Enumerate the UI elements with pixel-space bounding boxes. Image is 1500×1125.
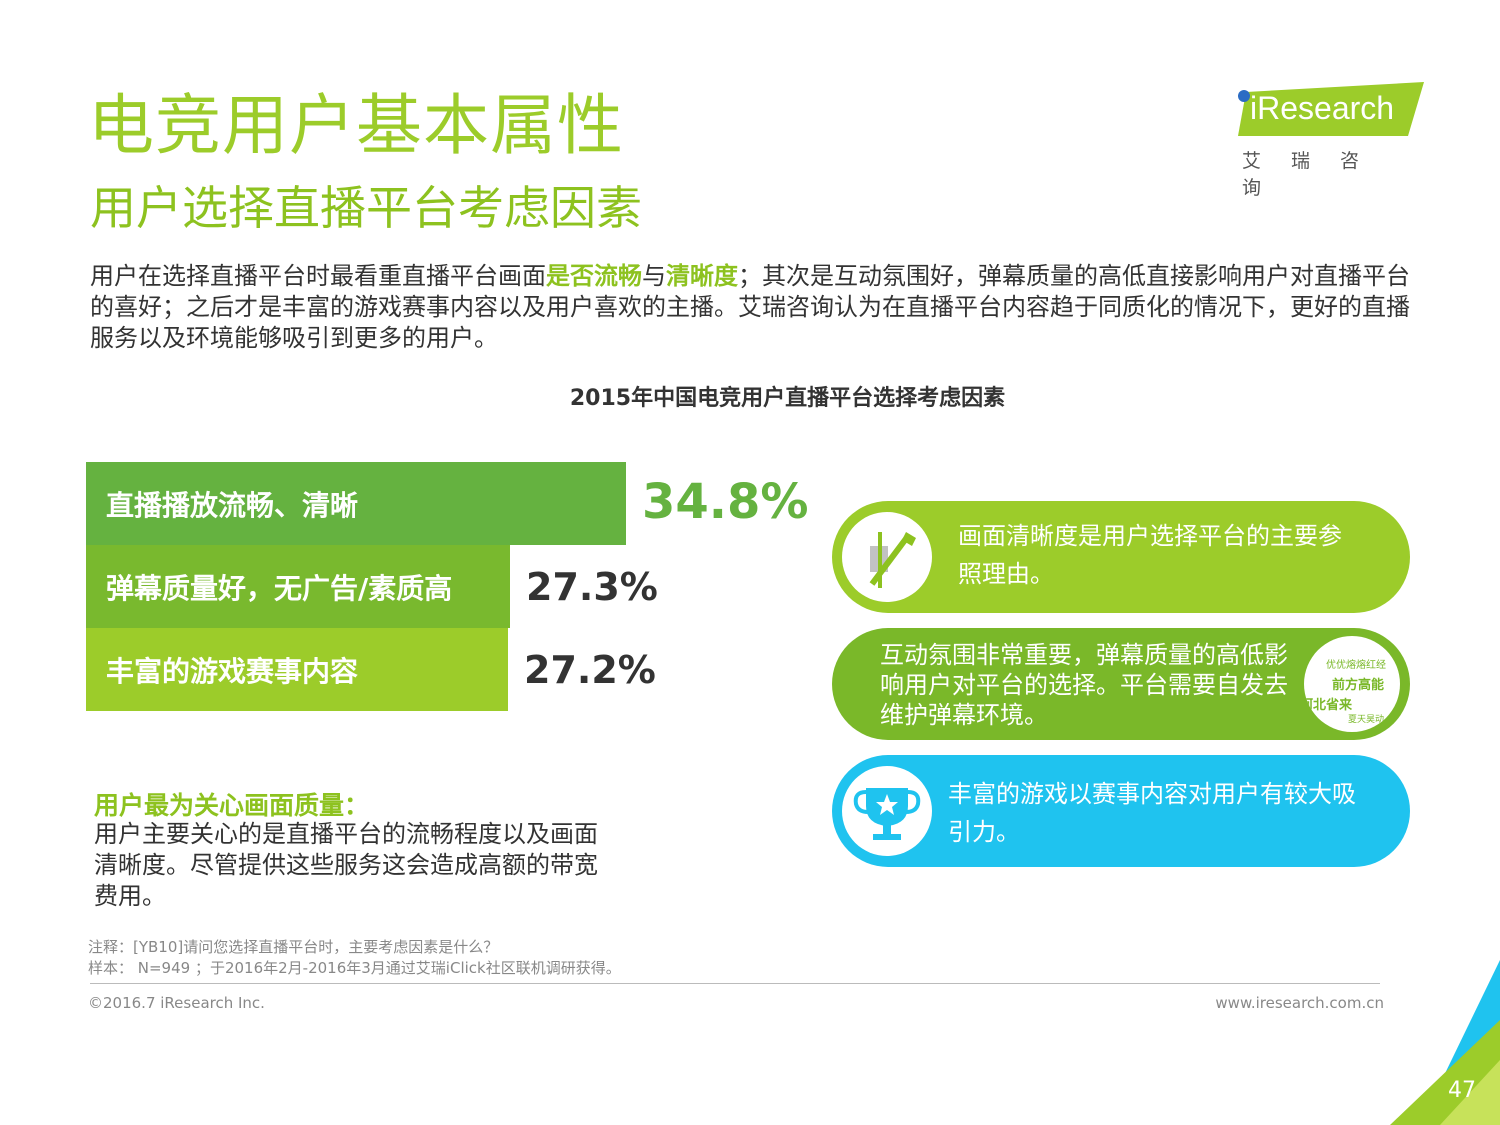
logo-brand: iResearch (1250, 90, 1395, 126)
logo-shape-icon (1238, 82, 1424, 136)
bar-label-2: 弹幕质量好，无广告/素质高 (106, 571, 453, 605)
pen-icon (842, 512, 932, 602)
danmaku-word-2: 前方高能 (1332, 678, 1385, 693)
danmaku-word-3: 河北省来 (1304, 698, 1353, 713)
footer-divider (90, 983, 1380, 984)
page-title: 电竞用户基本属性 (88, 87, 624, 164)
callout-danmaku: 互动氛围非常重要，弹幕质量的高低影响用户对平台的选择。平台需要自发去维护弹幕环境… (832, 628, 1410, 740)
copyright: ©2016.7 iResearch Inc. (88, 994, 265, 1012)
page-number: 47 (1448, 1078, 1476, 1103)
bar-label-1: 直播播放流畅、清晰 (106, 488, 359, 522)
bar-value-3: 27.2% (524, 648, 656, 692)
intro-highlight-2: 清晰度 (666, 262, 738, 290)
chart-title: 2015年中国电竞用户直播平台选择考虑因素 (569, 386, 1006, 411)
intro-text-1: 用户在选择直播平台时最看重直播平台画面 (90, 262, 546, 290)
bar-3: 丰富的游戏赛事内容 (86, 628, 508, 711)
website: www.iresearch.com.cn (1215, 994, 1384, 1012)
intro-text-2: 与 (642, 262, 666, 290)
corner-decoration-icon (1390, 960, 1500, 1125)
danmaku-icon: 优优熔熔红经 前方高能 河北省来 夏天昊动 (1304, 636, 1400, 732)
page-subtitle: 用户选择直播平台考虑因素 (90, 181, 642, 235)
callout-clarity: 画面清晰度是用户选择平台的主要参照理由。 (832, 501, 1410, 613)
intro-highlight-1: 是否流畅 (546, 262, 642, 290)
danmaku-word-4: 夏天昊动 (1348, 715, 1385, 725)
iresearch-logo: iResearch 艾瑞咨询 (1232, 74, 1432, 199)
logo-brand-cn: 艾瑞咨询 (1242, 150, 1390, 199)
callout-clarity-text: 画面清晰度是用户选择平台的主要参照理由。 (958, 522, 1342, 588)
bar-1: 直播播放流畅、清晰 (86, 462, 626, 545)
footnote-note: 注释：[YB10]请问您选择直播平台时，主要考虑因素是什么？ (88, 938, 499, 956)
bar-2: 弹幕质量好，无广告/素质高 (86, 545, 510, 628)
bar-value-2: 27.3% (526, 565, 658, 609)
note-body: 用户主要关心的是直播平台的流畅程度以及画面清晰度。尽管提供这些服务这会造成高额的… (94, 820, 598, 910)
trophy-icon (842, 766, 932, 856)
danmaku-word-1: 优优熔熔红经 (1326, 660, 1386, 671)
intro-paragraph: 用户在选择直播平台时最看重直播平台画面是否流畅与清晰度；其次是互动氛围好，弹幕质… (90, 261, 1430, 354)
bar-value-1: 34.8% (642, 474, 809, 530)
callout-content-text: 丰富的游戏以赛事内容对用户有较大吸引力。 (948, 780, 1356, 846)
footnote-sample: 样本： N=949 ；于2016年2月-2016年3月通过艾瑞iClick社区联… (88, 959, 621, 977)
intro-text-3: ；其次是互动氛围好，弹幕质量的高低直接影响用户对直播平台的喜好；之后才是丰富的游… (90, 262, 1410, 352)
callout-content: 丰富的游戏以赛事内容对用户有较大吸引力。 (832, 755, 1410, 867)
callout-danmaku-text: 互动氛围非常重要，弹幕质量的高低影响用户对平台的选择。平台需要自发去维护弹幕环境… (880, 641, 1288, 729)
bar-label-3: 丰富的游戏赛事内容 (106, 654, 359, 688)
note-heading: 用户最为关心画面质量： (94, 791, 370, 820)
